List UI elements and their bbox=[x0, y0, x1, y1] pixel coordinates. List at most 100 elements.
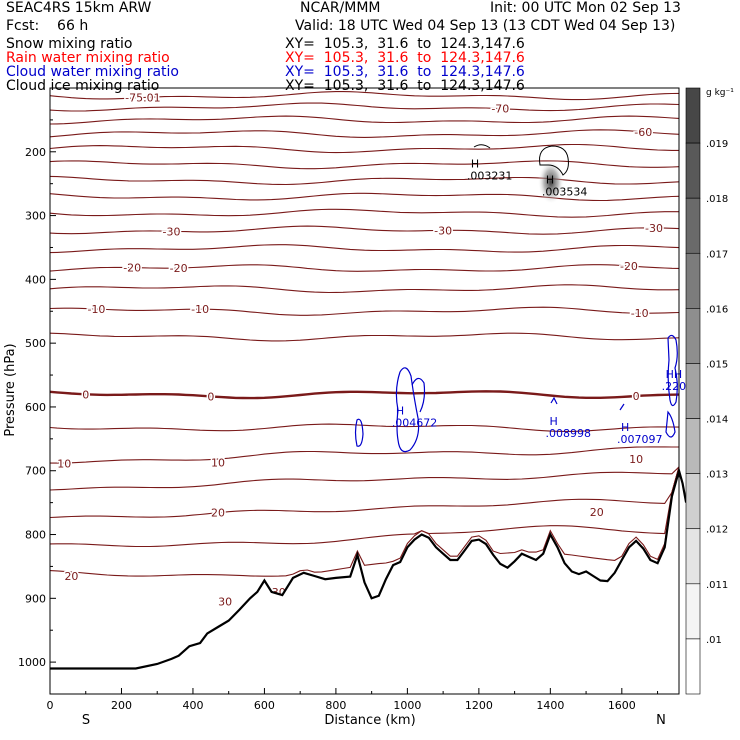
x-tick-label: 1000 bbox=[393, 699, 421, 712]
y-axis-label: Pressure (hPa) bbox=[3, 343, 18, 436]
y-tick-label: 200 bbox=[25, 146, 46, 159]
colorbar-label: .012 bbox=[706, 525, 728, 536]
cloud-water-contour-e bbox=[619, 403, 625, 411]
cloud-water-contour-a bbox=[395, 367, 420, 453]
colorbar-swatch bbox=[685, 583, 701, 640]
colorbar-label: .01 bbox=[706, 635, 722, 646]
field-xy-cloudice: XY= 105.3, 31.6 to 124.3,147.6 bbox=[285, 78, 525, 94]
isotherm-line bbox=[49, 91, 680, 101]
isotherm-label: 30 bbox=[218, 596, 232, 609]
y-tick-label: 600 bbox=[25, 401, 46, 414]
terrain-layer bbox=[50, 466, 688, 694]
max-value: .008998 bbox=[545, 427, 591, 440]
isotherm-label: -20 bbox=[123, 262, 141, 275]
y-tick-label: 1000 bbox=[18, 656, 46, 669]
isotherm-line bbox=[49, 466, 680, 577]
isotherm-line bbox=[49, 143, 679, 154]
x-endpoint-left: S bbox=[82, 713, 90, 728]
colorbar-swatch bbox=[685, 363, 701, 419]
valid-time: Valid: 18 UTC Wed 04 Sep 13 (13 CDT Wed … bbox=[295, 18, 676, 34]
isotherm-line bbox=[49, 244, 680, 254]
max-marker: HH bbox=[666, 368, 683, 381]
isotherm-label: -20 bbox=[170, 262, 188, 275]
cloud-ice-contour bbox=[539, 145, 569, 176]
forecast-hour: Fcst: 66 h bbox=[6, 18, 89, 34]
isotherm-label: -10 bbox=[191, 303, 209, 316]
isotherm-label: 0 bbox=[633, 390, 640, 403]
y-tick-label: 300 bbox=[25, 210, 46, 223]
isotherm-line bbox=[49, 192, 680, 202]
isotherm-line bbox=[49, 102, 680, 112]
isotherm-label: 10 bbox=[629, 453, 643, 466]
cloud-water-contour-d bbox=[550, 396, 558, 405]
colorbar-swatch bbox=[685, 87, 701, 144]
max-value: .004672 bbox=[392, 417, 438, 430]
colorbar-label: .011 bbox=[706, 580, 728, 591]
max-marker: H bbox=[621, 421, 629, 434]
colorbar-swatch bbox=[685, 197, 701, 254]
colorbar-label: .018 bbox=[706, 194, 728, 205]
org-label: NCAR/MMM bbox=[300, 0, 381, 16]
isotherm-line bbox=[49, 129, 680, 138]
x-tick-label: 200 bbox=[111, 699, 132, 712]
isotherm-line bbox=[49, 208, 679, 218]
isotherm-line bbox=[49, 332, 680, 342]
isotherm-label: 20 bbox=[64, 570, 78, 583]
isotherm-line bbox=[49, 466, 680, 491]
isotherm-label: -10 bbox=[631, 307, 649, 320]
y-tick-label: 700 bbox=[25, 465, 46, 478]
colorbar-unit: g kg⁻¹ bbox=[706, 88, 734, 98]
x-tick-label: 1200 bbox=[465, 699, 493, 712]
isotherm-line bbox=[49, 423, 680, 432]
isotherm-label: 10 bbox=[211, 456, 225, 469]
field-xy-rain: XY= 105.3, 31.6 to 124.3,147.6 bbox=[285, 50, 525, 66]
x-tick-label: 1400 bbox=[536, 699, 564, 712]
isotherm-label: -75.01 bbox=[125, 92, 160, 105]
isotherm-label: 0 bbox=[207, 390, 214, 403]
field-label-cloudwater: Cloud water mixing ratio bbox=[6, 64, 179, 80]
colorbar: .019 .018 .017 .016 .015 .014 .013 .012 .011 .01 bbox=[685, 87, 728, 695]
colorbar-swatch bbox=[685, 308, 701, 364]
terrain-line bbox=[50, 466, 688, 670]
isotherm-label: -20 bbox=[620, 260, 638, 273]
isotherm-line bbox=[50, 446, 679, 464]
max-value: .2203 bbox=[662, 380, 694, 393]
x-endpoint-right: N bbox=[656, 713, 666, 728]
isotherm-label: -60 bbox=[634, 126, 652, 139]
field-xy-cloudwater: XY= 105.3, 31.6 to 124.3,147.6 bbox=[285, 64, 525, 80]
x-tick-label: 800 bbox=[325, 699, 346, 712]
init-time: Init: 00 UTC Mon 02 Sep 13 bbox=[490, 0, 681, 16]
cloud-water-contour-g bbox=[665, 410, 676, 438]
x-tick-label: 600 bbox=[254, 699, 275, 712]
isotherm-label: -30 bbox=[645, 222, 663, 235]
y-tick-label: 500 bbox=[25, 337, 46, 350]
y-tick-label: 400 bbox=[25, 273, 46, 286]
max-marker: H bbox=[471, 158, 479, 171]
cloud-ice-max-blob bbox=[538, 160, 564, 204]
isotherm-label: 0 bbox=[82, 388, 89, 401]
x-tick-label: 0 bbox=[47, 699, 54, 712]
cloud-field-layer bbox=[354, 144, 678, 453]
cloud-ice-contour-small bbox=[473, 144, 491, 149]
isotherm-line bbox=[49, 175, 680, 186]
isotherm-line bbox=[49, 160, 680, 170]
y-tick-label: 800 bbox=[25, 529, 46, 542]
colorbar-label: .019 bbox=[706, 139, 728, 150]
y-tick-label: 900 bbox=[25, 592, 46, 605]
max-value: .007097 bbox=[617, 433, 663, 446]
cloud-water-contour-f bbox=[667, 334, 678, 407]
x-axis-label: Distance (km) bbox=[324, 713, 415, 728]
isotherm-label: -10 bbox=[87, 303, 105, 316]
isotherm-layer: -75.01 -70 -60 -30 -30 -30 -20 -20 -20 -10 -10 -10 0… bbox=[49, 90, 680, 610]
isotherm-line bbox=[49, 264, 680, 272]
axes-layer: 0 200 400 600 800 1000 1200 1400 160020030040050… bbox=[18, 119, 659, 712]
isotherm-line bbox=[49, 306, 680, 316]
terrain-fill bbox=[50, 470, 687, 694]
isotherm-line bbox=[49, 225, 680, 235]
model-title: SEAC4RS 15km ARW bbox=[6, 0, 152, 16]
isotherm-line bbox=[49, 466, 680, 548]
field-label-rain: Rain water mixing ratio bbox=[6, 50, 170, 66]
colorbar-swatch bbox=[685, 418, 701, 474]
